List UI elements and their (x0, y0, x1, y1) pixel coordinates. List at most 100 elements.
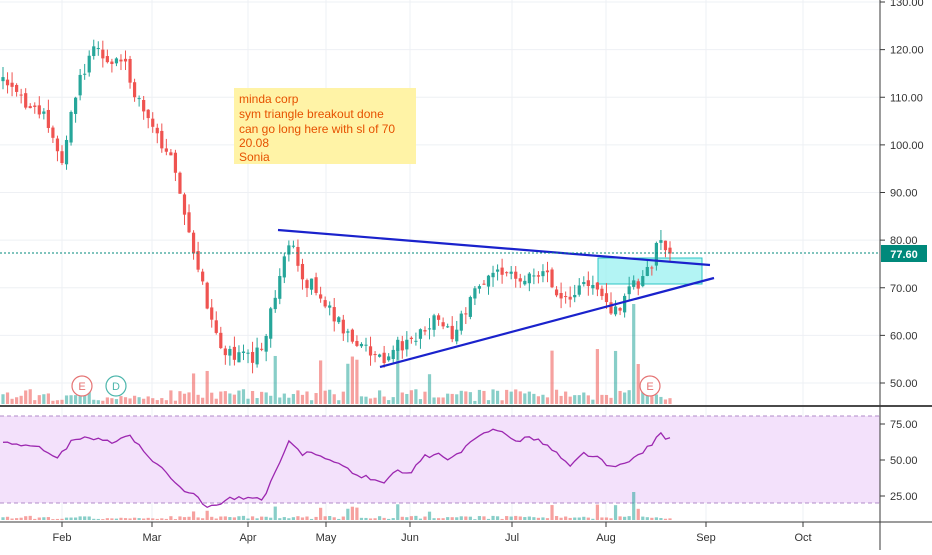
volume-bar (169, 390, 173, 404)
rsi-volume-bar (500, 518, 504, 520)
price-tick-label: 60.00 (890, 330, 918, 342)
candle-body (568, 296, 572, 300)
rsi-volume-bar (532, 517, 536, 520)
event-marker[interactable] (639, 375, 661, 397)
rsi-volume-bar (237, 516, 241, 520)
rsi-volume-bar (641, 516, 645, 520)
rsi-volume-bar (169, 516, 173, 520)
rsi-volume-bar (300, 517, 305, 520)
volume-bar (64, 395, 69, 404)
candle-body (119, 59, 123, 62)
candle-body (650, 267, 654, 269)
rsi-volume-bar (60, 518, 64, 520)
volume-bars (1, 304, 672, 404)
volume-bar (455, 394, 459, 404)
candle-body (459, 313, 463, 331)
candle-body (151, 118, 155, 127)
volume-bar (427, 374, 432, 404)
volume-bar (110, 398, 114, 404)
rsi-volume-bar (269, 517, 273, 520)
event-marker-label: E (646, 381, 653, 393)
candle-body (405, 339, 409, 350)
rsi-volume-bar (1, 517, 5, 520)
volume-bar (255, 398, 259, 404)
annotation-note[interactable]: minda corp sym triangle breakout done ca… (234, 88, 416, 164)
last-price-label: 77.60 (890, 249, 918, 261)
candle-body (564, 296, 568, 298)
volume-bar (332, 394, 336, 404)
rsi-volume-bar (650, 517, 654, 520)
candle-body (663, 240, 668, 251)
rsi-volume-bar (518, 516, 522, 520)
candle-body (582, 282, 586, 285)
event-marker[interactable] (105, 375, 127, 397)
volume-bar (105, 397, 109, 404)
volume-bar (545, 397, 550, 404)
rsi-volume-bar (187, 516, 191, 520)
rsi-volume-bar (659, 518, 663, 520)
time-tick-label: Aug (596, 532, 616, 544)
rsi-volume-bar (418, 518, 423, 520)
price-tick-label: 100.00 (890, 140, 924, 152)
rsi-volume-bar (33, 518, 37, 520)
volume-bar (305, 391, 309, 404)
candle-body (55, 138, 60, 152)
price-axis: 130.00 120.00 110.00 100.00 90.00 80.00 70.00 6… (880, 0, 924, 390)
candle-body (505, 272, 509, 274)
volume-bar (391, 397, 395, 404)
rsi-volume-bar (468, 516, 472, 520)
rsi-volume-bar (282, 517, 286, 520)
volume-bar (550, 350, 554, 404)
breakout-box[interactable] (597, 257, 703, 285)
candle-body (364, 344, 368, 346)
rsi-volume-bar (486, 518, 491, 520)
volume-bar (523, 393, 527, 404)
volume-bar (600, 394, 604, 404)
candle-body (24, 93, 28, 108)
volume-bar (46, 393, 50, 404)
candle-body (15, 84, 19, 92)
volume-bar (418, 399, 423, 404)
volume-bar (355, 359, 359, 404)
lower-trendline[interactable] (379, 276, 715, 369)
rsi-volume-bar (314, 516, 318, 520)
upper-trendline[interactable] (277, 228, 711, 267)
candle-body (536, 275, 541, 277)
candle-body (5, 79, 10, 86)
candle-body (436, 315, 441, 320)
volume-bar (15, 397, 19, 404)
candle-body (527, 273, 531, 284)
candle-body (1, 77, 5, 82)
volume-bar (527, 391, 531, 404)
candle-body (577, 285, 581, 295)
volume-bar (400, 392, 404, 404)
volume-bar (55, 400, 60, 404)
rsi-volume-bar (178, 516, 182, 520)
volume-bar (595, 349, 600, 404)
volume-bar (518, 391, 522, 404)
candle-body (87, 55, 91, 73)
volume-bar (536, 396, 541, 404)
rsi-volume-bar (132, 517, 137, 520)
volume-bar (191, 373, 196, 404)
candle-body (300, 263, 305, 280)
rsi-volume-bar (477, 516, 482, 520)
rsi-volume-bar (545, 518, 550, 520)
event-marker[interactable] (71, 375, 93, 397)
volume-bar (641, 391, 645, 404)
volume-bar (500, 400, 504, 404)
rsi-volume-bar (223, 516, 227, 520)
volume-bar (37, 395, 41, 404)
candle-body (500, 267, 504, 275)
rsi-volume-bar (409, 516, 413, 520)
rsi-volume-bar (541, 517, 545, 520)
rsi-volume-bar (550, 505, 554, 520)
volume-bar (505, 389, 509, 404)
candle-body (323, 300, 327, 307)
rsi-volume-bar (382, 517, 386, 520)
volume-bar (627, 390, 631, 404)
candle-body (623, 295, 627, 313)
volume-bar (618, 390, 622, 404)
